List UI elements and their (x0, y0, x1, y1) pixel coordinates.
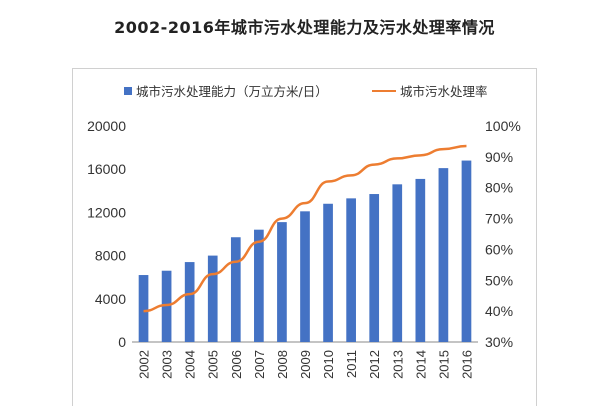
y-right-tick-label: 80% (485, 180, 513, 196)
legend: 城市污水处理能力（万立方米/日） 城市污水处理率 (124, 84, 488, 99)
x-tick-label: 2013 (390, 350, 405, 379)
x-tick-label: 2010 (321, 350, 336, 379)
x-tick-label: 2007 (252, 350, 267, 379)
bar (323, 203, 333, 342)
y-right-tick-label: 50% (485, 272, 513, 288)
bar (438, 168, 449, 342)
bar (184, 262, 195, 342)
y-right-tick-label: 70% (485, 211, 513, 227)
chart-frame (72, 68, 537, 406)
y-right-tick-label: 90% (485, 149, 513, 165)
line-series (143, 144, 467, 313)
y-right-tick-label: 30% (485, 334, 513, 350)
y-left-tick-label: 8000 (95, 248, 126, 264)
bar (138, 275, 149, 342)
bar (369, 194, 380, 342)
bar (254, 229, 264, 342)
legend-label-rate: 城市污水处理率 (400, 84, 488, 99)
x-axis-ticks: 2002 2003 2004 2005 2006 2007 2008 2009 2010 2011… (137, 350, 475, 379)
x-tick-label: 2012 (367, 350, 382, 379)
bar (207, 255, 218, 342)
y-right-tick-label: 40% (485, 303, 513, 319)
x-tick-label: 2015 (436, 350, 451, 379)
x-tick-label: 2014 (413, 350, 428, 379)
legend-swatch-capacity (124, 87, 132, 95)
bar (415, 178, 426, 342)
bar (230, 237, 241, 342)
chart-title: 2002-2016年城市污水处理能力及污水处理率情况 (114, 18, 495, 37)
bar (392, 184, 403, 342)
bar (277, 222, 287, 342)
x-tick-label: 2006 (229, 350, 244, 379)
y-right-tick-label: 100% (485, 118, 521, 134)
y-right-tick-label: 60% (485, 241, 513, 257)
y-left-tick-label: 12000 (87, 204, 126, 220)
bar (300, 211, 310, 342)
x-tick-label: 2008 (275, 350, 290, 379)
axes: 0 4000 8000 12000 16000 20000 30% 40% 50% 60% 70% 8… (87, 118, 521, 350)
y-left-tick-label: 16000 (87, 161, 126, 177)
bar (161, 270, 172, 342)
x-tick-label: 2005 (206, 350, 221, 379)
y-left-tick-label: 4000 (95, 291, 126, 307)
bar (461, 160, 472, 342)
y-left-tick-label: 0 (118, 334, 126, 350)
bar (346, 198, 356, 342)
x-tick-label: 2009 (298, 350, 313, 379)
bar-series (138, 160, 472, 342)
x-tick-label: 2003 (160, 350, 175, 379)
rate-line (143, 144, 467, 313)
x-tick-label: 2004 (183, 350, 198, 379)
x-tick-label: 2011 (344, 350, 359, 378)
legend-label-capacity: 城市污水处理能力（万立方米/日） (136, 84, 328, 99)
x-tick-label: 2016 (459, 350, 474, 379)
x-tick-label: 2002 (137, 350, 152, 379)
y-left-tick-label: 20000 (87, 118, 126, 134)
